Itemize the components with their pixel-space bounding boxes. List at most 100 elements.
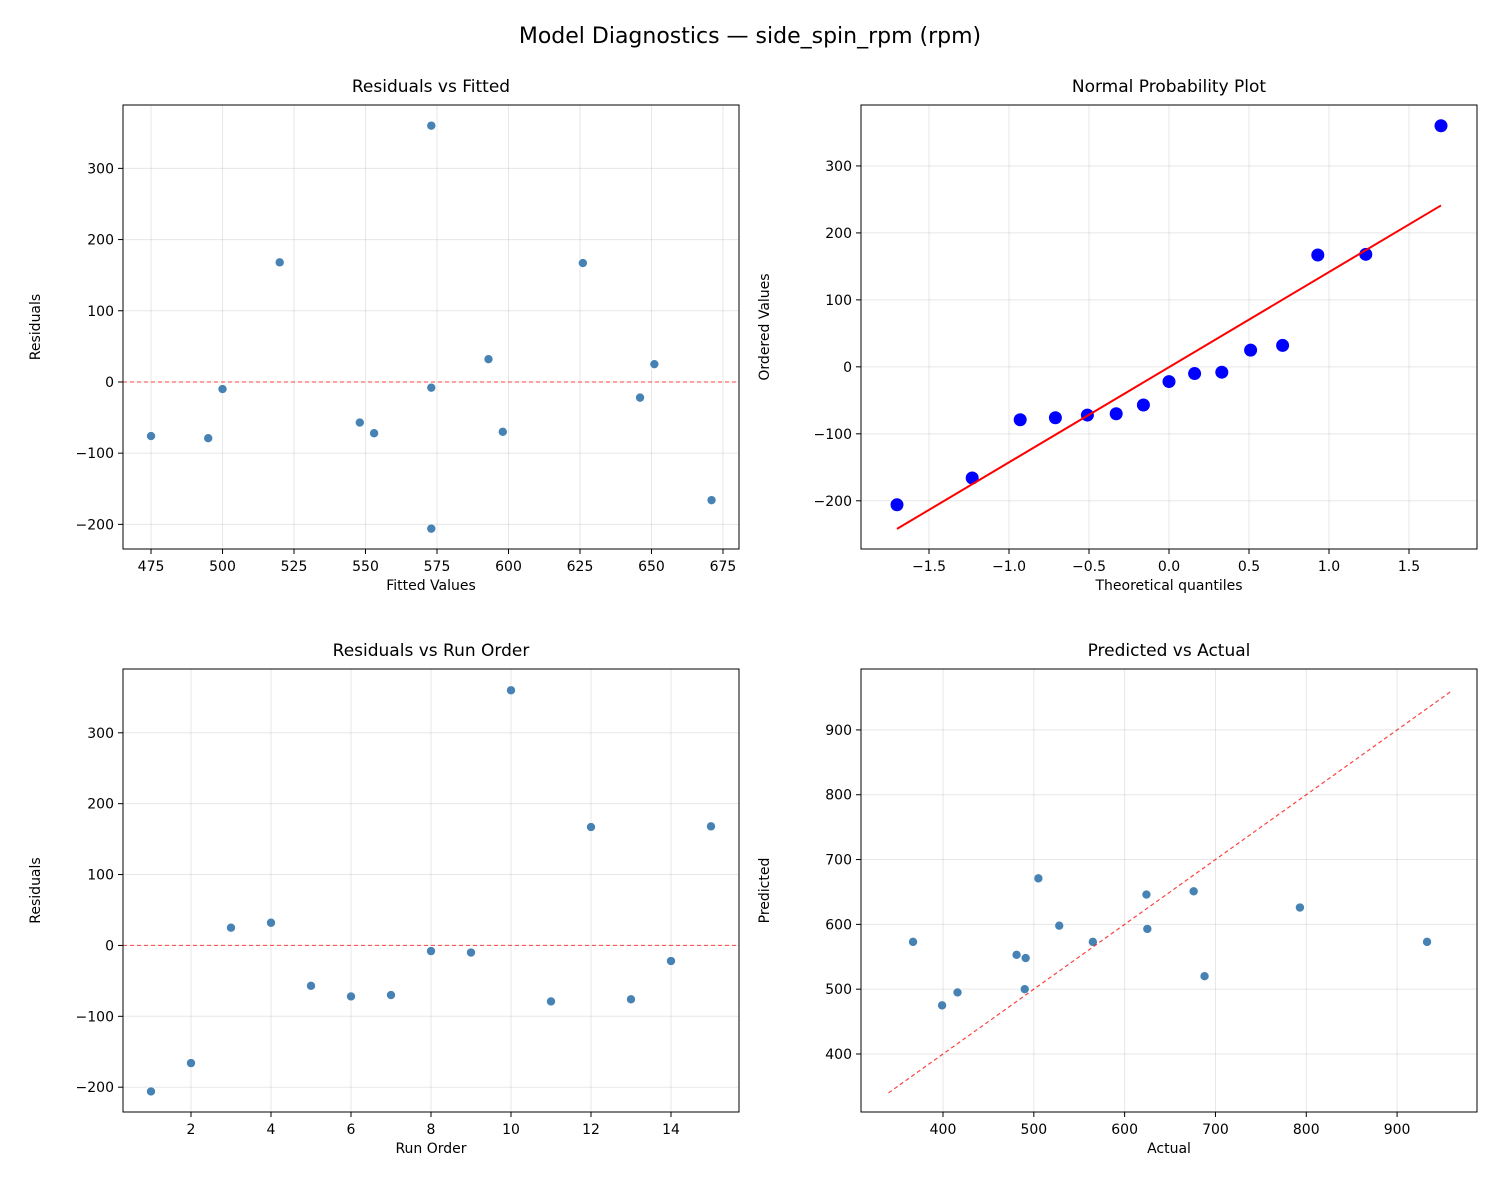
data-point bbox=[890, 498, 904, 512]
data-point bbox=[266, 917, 276, 928]
data-point bbox=[203, 433, 214, 444]
y-tick-label: 300 bbox=[87, 726, 114, 742]
data-point bbox=[1199, 971, 1210, 982]
data-point bbox=[706, 495, 717, 505]
x-tick-label: 6 bbox=[347, 1122, 356, 1138]
x-tick-label: 675 bbox=[710, 559, 737, 575]
y-tick-label: 500 bbox=[825, 982, 852, 998]
x-tick-label: 600 bbox=[1111, 1122, 1138, 1138]
x-tick-label: 2 bbox=[187, 1122, 196, 1138]
y-tick-label: 700 bbox=[825, 853, 852, 869]
x-tick-label: 625 bbox=[567, 559, 594, 575]
subplot-title: Predicted vs Actual bbox=[1088, 641, 1251, 661]
axes-frame bbox=[122, 104, 740, 550]
y-tick-label: −200 bbox=[814, 494, 852, 510]
data-point bbox=[1033, 873, 1044, 884]
data-point bbox=[626, 994, 636, 1005]
subplot-3: 2 4 6 8 10 12 14 −200 −100 0 100 200 300 Residuals vs… bbox=[28, 641, 740, 1157]
y-tick-label: 0 bbox=[105, 375, 114, 391]
x-tick-label: 10 bbox=[502, 1122, 520, 1138]
subplot-title: Residuals vs Run Order bbox=[333, 641, 530, 661]
x-tick-label: 475 bbox=[138, 559, 165, 575]
y-tick-label: −100 bbox=[76, 446, 114, 462]
data-point bbox=[1020, 953, 1031, 963]
data-point bbox=[1422, 937, 1432, 947]
y-tick-label: 300 bbox=[87, 161, 114, 177]
x-tick-label: 700 bbox=[1202, 1122, 1229, 1138]
data-point bbox=[186, 1058, 196, 1068]
data-point bbox=[146, 431, 156, 441]
subplot-title: Residuals vs Fitted bbox=[352, 77, 510, 97]
y-tick-label: 900 bbox=[825, 723, 852, 739]
data-point bbox=[586, 822, 596, 832]
data-point bbox=[1188, 886, 1199, 897]
data-point bbox=[497, 427, 508, 437]
x-tick-label: 500 bbox=[209, 559, 236, 575]
data-point bbox=[937, 1000, 947, 1011]
data-point bbox=[483, 354, 494, 364]
identity-line bbox=[888, 690, 1452, 1094]
x-tick-label: 525 bbox=[281, 559, 308, 575]
data-point bbox=[1276, 338, 1290, 352]
x-tick-label: 8 bbox=[427, 1122, 436, 1138]
data-point bbox=[346, 991, 356, 1002]
x-tick-label: 575 bbox=[424, 559, 451, 575]
data-point bbox=[1088, 937, 1098, 947]
y-tick-label: 100 bbox=[87, 868, 114, 884]
data-point bbox=[908, 937, 918, 947]
x-tick-label: 1.5 bbox=[1398, 559, 1420, 575]
subplot-4: 400 500 600 700 800 900 400 500 600 700 800 900 Pred… bbox=[757, 641, 1478, 1157]
x-axis-label: Theoretical quantiles bbox=[1094, 578, 1242, 594]
y-axis-label: Residuals bbox=[28, 294, 44, 360]
data-point bbox=[1311, 248, 1325, 262]
data-point bbox=[1295, 902, 1305, 913]
axes-frame bbox=[860, 668, 1478, 1113]
x-tick-label: 550 bbox=[352, 559, 379, 575]
data-point bbox=[506, 685, 516, 696]
y-axis-label: Ordered Values bbox=[757, 273, 773, 380]
y-tick-label: 600 bbox=[825, 917, 852, 933]
x-tick-label: 900 bbox=[1384, 1122, 1411, 1138]
y-tick-label: 100 bbox=[87, 304, 114, 320]
y-tick-label: −200 bbox=[76, 1080, 114, 1096]
x-tick-label: 500 bbox=[1020, 1122, 1047, 1138]
y-axis-label: Residuals bbox=[28, 857, 44, 923]
data-point bbox=[649, 359, 660, 369]
x-tick-label: 4 bbox=[267, 1122, 276, 1138]
data-point bbox=[426, 946, 436, 956]
axes-frame bbox=[860, 104, 1478, 550]
data-point bbox=[217, 384, 228, 394]
y-tick-label: 0 bbox=[843, 360, 852, 376]
y-tick-label: 200 bbox=[87, 233, 114, 249]
data-point bbox=[706, 821, 716, 832]
data-point bbox=[578, 258, 588, 268]
data-point bbox=[635, 392, 645, 403]
x-tick-label: 14 bbox=[662, 1122, 680, 1138]
figure-title: Model Diagnostics — side_spin_rpm (rpm) bbox=[519, 24, 981, 49]
x-tick-label: 0.5 bbox=[1238, 559, 1260, 575]
data-point bbox=[1141, 889, 1152, 900]
data-point bbox=[426, 382, 437, 393]
data-point bbox=[1054, 920, 1065, 931]
data-point bbox=[1136, 398, 1150, 412]
data-point bbox=[1011, 950, 1022, 960]
data-point bbox=[952, 987, 963, 998]
subplot-1: 475 500 525 550 575 600 625 650 675 −200 −100 0 100 2… bbox=[28, 77, 740, 594]
y-tick-label: −100 bbox=[814, 427, 852, 443]
fit-line bbox=[896, 204, 1442, 530]
data-point bbox=[426, 523, 437, 534]
data-point bbox=[386, 990, 396, 1000]
data-point bbox=[546, 996, 556, 1007]
data-point bbox=[1434, 119, 1448, 133]
y-tick-label: −100 bbox=[76, 1009, 114, 1025]
data-point bbox=[1142, 924, 1153, 934]
y-tick-label: 200 bbox=[87, 797, 114, 813]
x-axis-label: Actual bbox=[1147, 1141, 1191, 1157]
data-point bbox=[1109, 407, 1123, 421]
data-point bbox=[226, 922, 236, 933]
x-tick-label: 600 bbox=[495, 559, 522, 575]
x-tick-label: 0.0 bbox=[1158, 559, 1180, 575]
x-axis-label: Run Order bbox=[395, 1141, 466, 1157]
